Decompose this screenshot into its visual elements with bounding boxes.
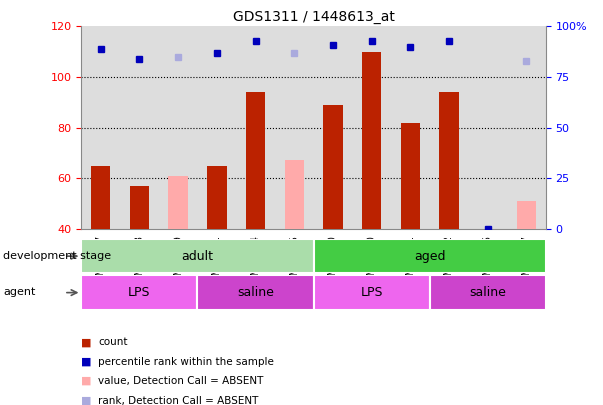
Bar	[81, 275, 198, 310]
Bar	[362, 51, 381, 229]
Text: ■: ■	[81, 396, 92, 405]
Text: adult: adult	[182, 249, 213, 263]
Text: saline: saline	[237, 286, 274, 299]
Bar	[352, 26, 391, 229]
Bar	[246, 92, 265, 229]
Text: development stage: development stage	[3, 251, 111, 261]
Bar	[198, 275, 314, 310]
Bar	[236, 26, 275, 229]
Text: ■: ■	[81, 337, 92, 347]
Bar	[120, 26, 159, 229]
Bar	[314, 275, 430, 310]
Bar	[275, 26, 314, 229]
Bar	[323, 105, 343, 229]
Text: saline: saline	[469, 286, 506, 299]
Text: ■: ■	[81, 376, 92, 386]
Text: LPS: LPS	[361, 286, 383, 299]
Bar	[81, 26, 120, 229]
Bar	[507, 26, 546, 229]
Bar	[314, 26, 352, 229]
Bar	[430, 26, 469, 229]
Bar	[159, 26, 198, 229]
Bar	[478, 229, 497, 330]
Bar	[285, 160, 304, 229]
Text: rank, Detection Call = ABSENT: rank, Detection Call = ABSENT	[98, 396, 259, 405]
Bar	[430, 275, 546, 310]
Title: GDS1311 / 1448613_at: GDS1311 / 1448613_at	[233, 10, 394, 24]
Text: count: count	[98, 337, 128, 347]
Bar	[517, 201, 536, 229]
Bar	[168, 176, 188, 229]
Text: value, Detection Call = ABSENT: value, Detection Call = ABSENT	[98, 376, 264, 386]
Text: agent: agent	[3, 288, 36, 297]
Bar	[91, 166, 110, 229]
Text: LPS: LPS	[128, 286, 151, 299]
Bar	[314, 239, 546, 273]
Text: percentile rank within the sample: percentile rank within the sample	[98, 357, 274, 367]
Bar	[198, 26, 236, 229]
Bar	[469, 26, 507, 229]
Text: aged: aged	[414, 249, 446, 263]
Bar	[391, 26, 430, 229]
Bar	[440, 92, 459, 229]
Bar	[207, 166, 227, 229]
Bar	[130, 186, 149, 229]
Text: ■: ■	[81, 357, 92, 367]
Bar	[400, 122, 420, 229]
Bar	[81, 239, 314, 273]
